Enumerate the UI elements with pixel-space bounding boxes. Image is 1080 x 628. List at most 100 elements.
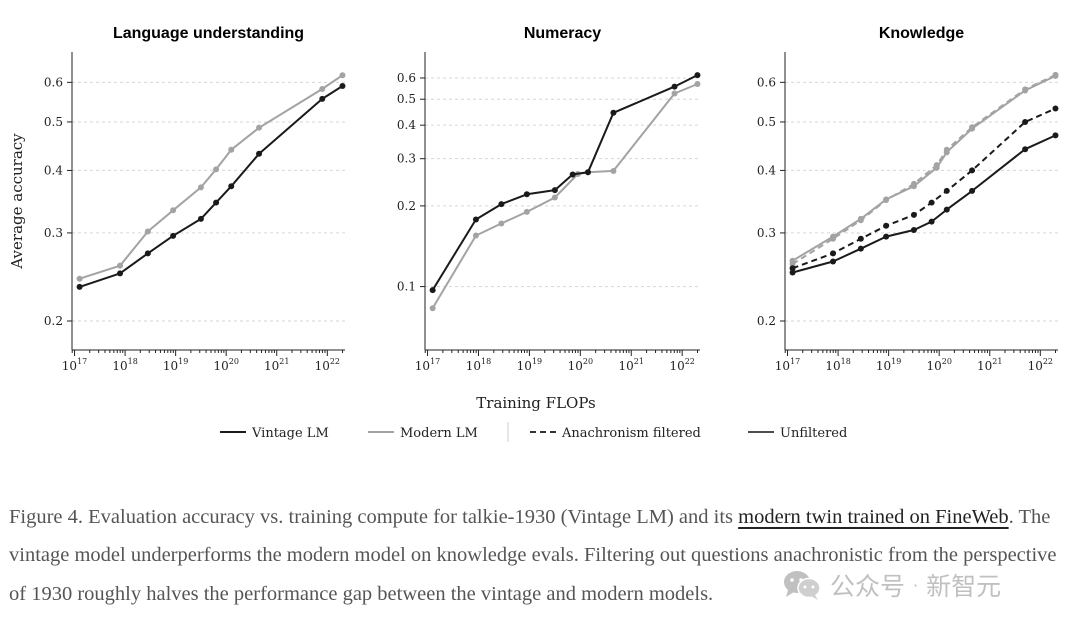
data-point [1052,71,1059,78]
data-point [197,215,204,222]
data-point [694,72,701,79]
series-vintage-lm [76,83,346,290]
data-point [1052,105,1059,112]
y-tick-label: 0.2 [44,314,63,328]
data-point [76,283,83,290]
x-tick-label: 1019 [163,357,188,373]
data-point [969,167,976,174]
data-point [857,235,864,242]
series-line [792,73,1056,265]
data-point [830,235,837,242]
x-tick-label: 1017 [62,357,87,373]
series-vintage-lm-unfiltered [789,132,1059,276]
legend-item-anachronism-filtered: Anachronism filtered [530,426,701,441]
data-point [1052,132,1059,139]
series-modern-lm-anachronism-filtered [789,71,1059,268]
watermark: 公众号 · 新智元 [782,565,1001,605]
data-point [523,191,530,198]
y-tick-label: 0.4 [757,163,776,177]
data-point [256,124,263,131]
y-tick-label: 0.3 [44,226,63,240]
y-tick-label: 0.3 [397,152,416,166]
series-modern-lm [76,72,346,282]
y-tick-label: 0.2 [757,314,776,328]
x-tick-label: 1022 [315,357,340,373]
y-tick-label: 0.2 [397,199,416,213]
data-point [910,180,917,187]
x-tick-label: 1020 [568,357,593,373]
y-tick-label: 0.6 [397,71,416,85]
data-point [789,269,796,276]
legend-label: Anachronism filtered [561,426,701,441]
data-point [694,80,701,87]
series-line [79,74,344,280]
data-point [928,218,935,225]
legend-item-vintage-lm: Vintage LM [220,426,329,441]
y-tick-label: 0.3 [757,226,776,240]
data-point [228,183,235,190]
data-point [472,216,479,223]
data-point [523,208,530,215]
legend-label: Modern LM [400,426,478,441]
data-point [144,250,151,257]
y-tick-label: 0.4 [44,163,63,177]
data-point [883,233,890,240]
data-point [1022,118,1029,125]
chart-panel-numeracy: Numeracy 0.1 0.2 0.3 0.4 0.5 0.6 1017 1018 1019 10… [397,25,701,373]
series-modern-lm [429,80,701,312]
x-tick-label: 1021 [264,357,289,373]
legend-label: Unfiltered [780,426,847,441]
series-line [79,85,344,288]
watermark-brand-name: 新智元 [926,572,1002,601]
data-point [117,262,124,269]
data-point [969,187,976,194]
x-tick-label: 1018 [825,357,850,373]
data-point [213,199,220,206]
x-tick-label: 1021 [977,357,1002,373]
data-point [830,258,837,265]
data-point [1022,146,1029,153]
data-point [943,146,950,153]
data-point [117,270,124,277]
chart-title: Knowledge [879,25,964,42]
y-tick-label: 0.5 [44,115,63,129]
data-point [928,199,935,206]
data-point [830,250,837,257]
data-point [319,85,326,92]
y-tick-label: 0.6 [44,75,63,89]
data-point [429,305,436,312]
data-point [144,228,151,235]
data-point [883,222,890,229]
data-point [910,211,917,218]
x-tick-label: 1022 [669,357,694,373]
x-tick-label: 1021 [619,357,644,373]
data-point [256,150,263,157]
data-point [789,261,796,268]
chart-title: Language understanding [113,25,304,42]
data-point [610,167,617,174]
data-point [170,207,177,214]
caption-link-modern-twin[interactable]: modern twin trained on FineWeb [738,505,1009,528]
data-point [910,227,917,234]
x-axis-label: Training FLOPs [476,394,595,412]
data-point [671,83,678,90]
series-modern-lm-unfiltered [789,72,1059,264]
caption-text-start: Figure 4. Evaluation accuracy vs. traini… [9,505,739,528]
legend-item-unfiltered: Unfiltered [748,426,847,441]
watermark-account-label: 公众号 [830,572,906,601]
data-point [671,90,678,97]
data-point [584,169,591,176]
caption-text-end: . The vintage model underperforms the mo… [9,505,1057,605]
y-tick-label: 0.4 [397,118,416,132]
chart-panel-language-understanding: Language understanding 0.2 0.3 0.4 0.5 0.6 101… [8,25,346,373]
y-tick-label: 0.1 [397,280,416,294]
legend-label: Vintage LM [251,426,329,441]
figure-4-charts: Language understanding 0.2 0.3 0.4 0.5 0.6 101… [8,25,1059,442]
data-point [551,194,558,201]
series-vintage-lm-anachronism-filtered [789,105,1059,272]
data-point [213,166,220,173]
x-tick-label: 1020 [926,357,951,373]
x-tick-label: 1017 [415,357,440,373]
x-tick-label: 1017 [775,357,800,373]
x-tick-label: 1018 [466,357,491,373]
